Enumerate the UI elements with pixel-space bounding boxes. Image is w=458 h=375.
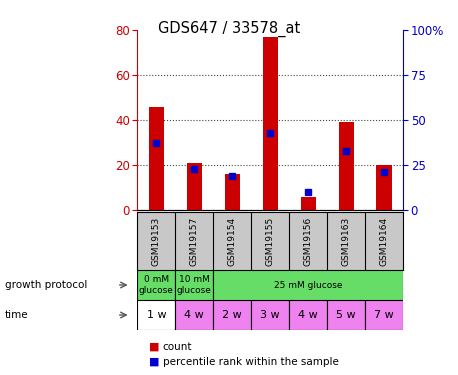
Bar (376, 165, 392, 210)
Text: 10 mM
glucose: 10 mM glucose (177, 275, 212, 295)
Bar (187, 163, 202, 210)
Text: GSM19153: GSM19153 (152, 216, 161, 266)
Text: time: time (5, 310, 28, 320)
Bar (225, 174, 240, 210)
Bar (137, 270, 175, 300)
Bar (300, 196, 316, 210)
Bar (338, 122, 354, 210)
Text: 1 w: 1 w (147, 310, 166, 320)
Text: 2 w: 2 w (223, 310, 242, 320)
Text: count: count (163, 342, 192, 352)
Text: 25 mM glucose: 25 mM glucose (274, 280, 343, 290)
Bar (327, 300, 365, 330)
Text: percentile rank within the sample: percentile rank within the sample (163, 357, 338, 367)
Bar (213, 300, 251, 330)
Text: GSM19156: GSM19156 (304, 216, 313, 266)
Bar (175, 300, 213, 330)
Text: 0 mM
glucose: 0 mM glucose (139, 275, 174, 295)
Bar (213, 270, 403, 300)
Bar (289, 300, 327, 330)
Bar (262, 37, 278, 210)
Bar (149, 106, 164, 210)
Bar (365, 300, 403, 330)
Text: 4 w: 4 w (185, 310, 204, 320)
Bar (137, 300, 175, 330)
Text: growth protocol: growth protocol (5, 280, 87, 290)
Text: 3 w: 3 w (261, 310, 280, 320)
Text: GSM19164: GSM19164 (380, 216, 388, 266)
Text: 7 w: 7 w (374, 310, 394, 320)
Text: ■: ■ (149, 342, 159, 352)
Text: GSM19163: GSM19163 (342, 216, 351, 266)
Bar (251, 300, 289, 330)
Text: GDS647 / 33578_at: GDS647 / 33578_at (158, 21, 300, 37)
Text: 4 w: 4 w (298, 310, 318, 320)
Text: GSM19155: GSM19155 (266, 216, 275, 266)
Bar (175, 270, 213, 300)
Text: ■: ■ (149, 357, 159, 367)
Text: GSM19154: GSM19154 (228, 216, 237, 266)
Text: 5 w: 5 w (336, 310, 356, 320)
Text: GSM19157: GSM19157 (190, 216, 199, 266)
